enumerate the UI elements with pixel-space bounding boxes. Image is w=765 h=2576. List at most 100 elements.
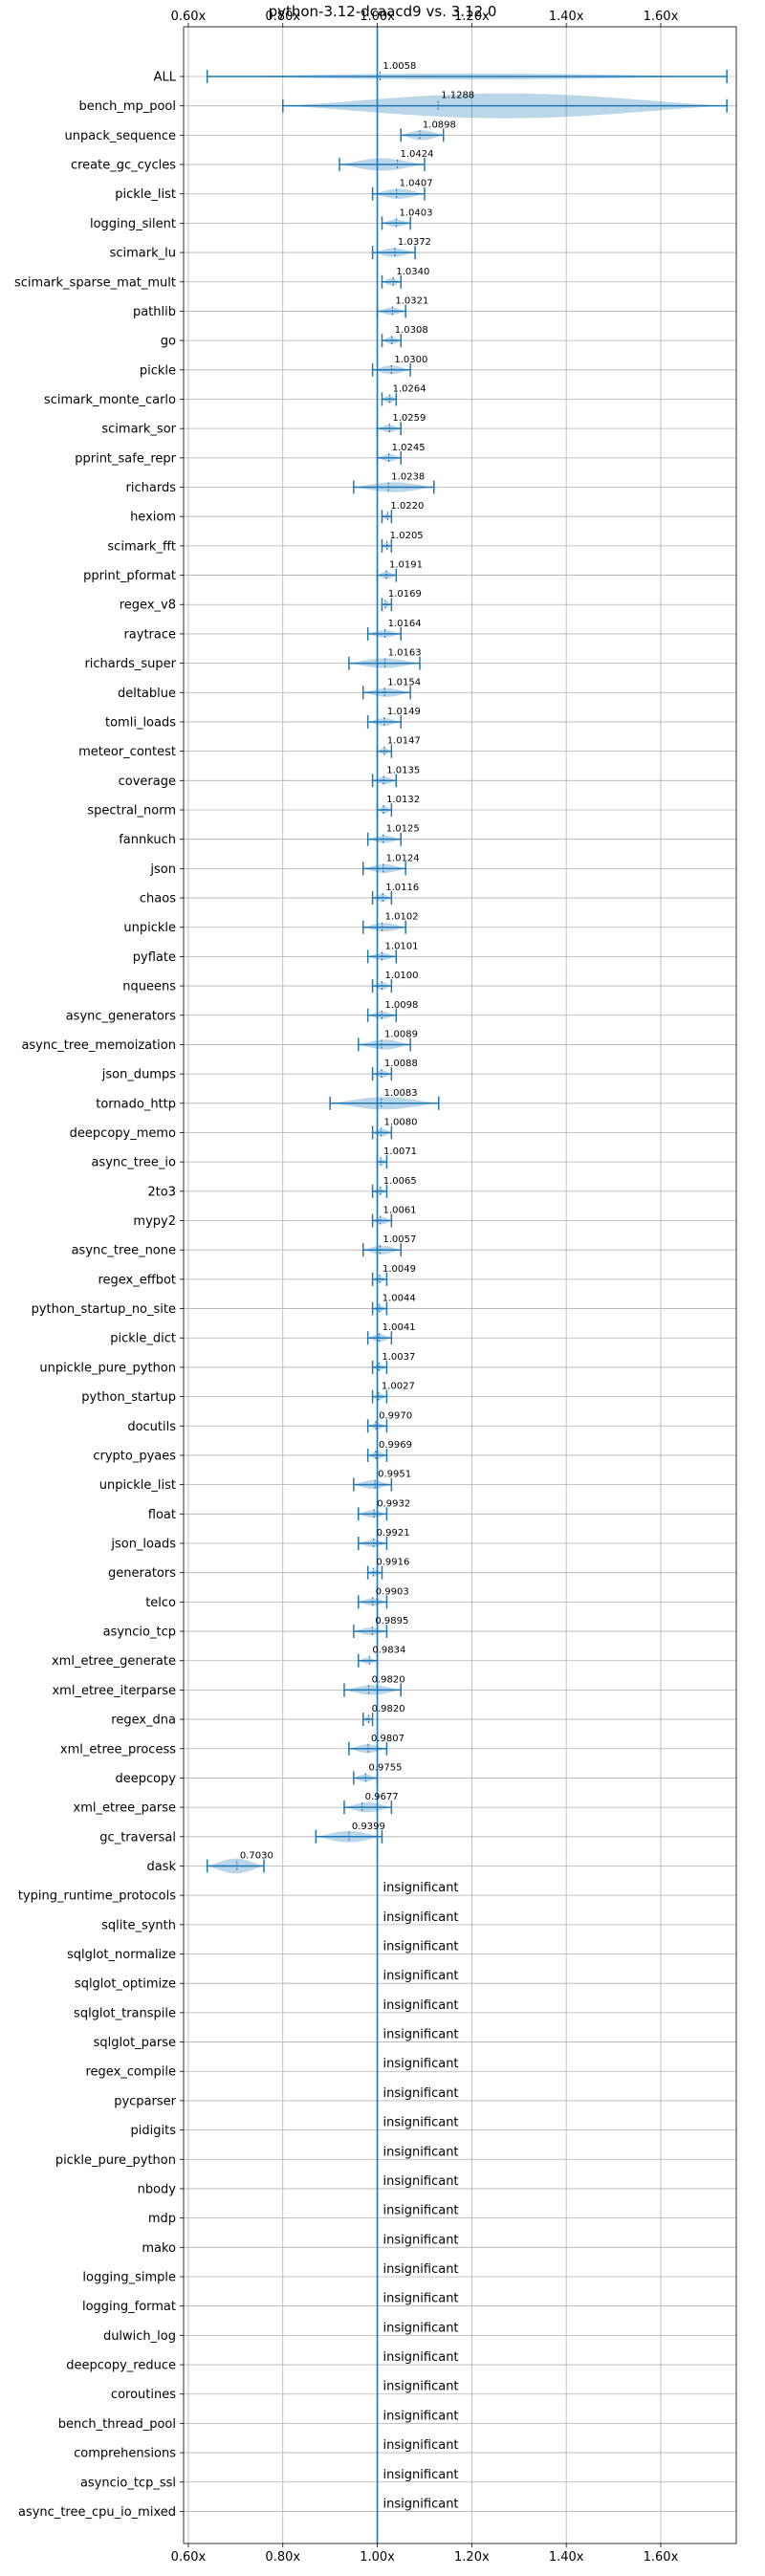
value-label: 1.0407 (400, 179, 433, 189)
insignificant-label: insignificant (383, 2468, 459, 2482)
value-label: 0.9970 (379, 1410, 412, 1421)
benchmark-label: pickle_list (115, 187, 176, 202)
benchmark-label: deltablue (118, 687, 176, 701)
value-label: 1.0098 (384, 1000, 418, 1011)
benchmark-label: async_tree_io (91, 1156, 176, 1170)
value-label: 1.0101 (385, 941, 419, 951)
benchmark-label: mako (142, 2241, 176, 2256)
value-label: 1.0163 (388, 648, 422, 659)
benchmark-label: asyncio_tcp (103, 1626, 176, 1640)
value-label: 0.9399 (352, 1822, 385, 1832)
value-label: 1.0071 (383, 1146, 417, 1157)
value-label: 1.0898 (423, 120, 456, 130)
benchmark-label: unpickle (123, 921, 176, 935)
benchmark-label: python_startup (81, 1390, 176, 1405)
benchmark-label: unpack_sequence (64, 129, 176, 143)
benchmark-label: coverage (119, 775, 176, 789)
benchmark-label: sqlglot_parse (94, 2036, 176, 2050)
marks-layer: 1.0058 1.1288 1.0898 1.0424 1.0407 1.0403 1.03… (206, 27, 728, 2543)
insignificant-label: insignificant (383, 1940, 459, 1954)
x-tick-label-bottom: 1.00x (360, 2550, 395, 2565)
benchmark-label: regex_compile (85, 2065, 176, 2080)
value-label: 1.0169 (388, 589, 422, 600)
x-tick-label-bottom: 0.80x (265, 2550, 300, 2565)
insignificant-label: insignificant (383, 2292, 459, 2306)
insignificant-label: insignificant (383, 2321, 459, 2335)
benchmark-label: scimark_monte_carlo (44, 393, 176, 407)
value-label: 1.0403 (399, 207, 432, 218)
value-label: 1.0321 (395, 295, 428, 306)
benchmark-label: gc_traversal (99, 1830, 176, 1845)
benchmark-label: logging_silent (90, 217, 176, 231)
benchmark-label: richards_super (84, 657, 176, 671)
value-label: 0.9903 (376, 1586, 409, 1597)
benchmark-label: hexiom (130, 511, 176, 525)
value-label: 0.9921 (377, 1528, 410, 1539)
benchmark-label: pprint_pformat (83, 569, 176, 583)
benchmark-label: pickle_dict (110, 1332, 176, 1346)
benchmark-label: dask (146, 1860, 176, 1874)
benchmark-label: scimark_sparse_mat_mult (14, 275, 176, 290)
benchmark-label: pidigits (131, 2124, 177, 2138)
insignificant-label: insignificant (383, 1910, 459, 1925)
value-label: 1.0116 (385, 883, 419, 893)
benchmark-label: python_startup_no_site (32, 1302, 176, 1317)
value-label: 1.0264 (393, 383, 426, 394)
value-label: 1.0259 (392, 413, 426, 424)
insignificant-label: insignificant (383, 2409, 459, 2423)
value-label: 0.7030 (240, 1850, 273, 1861)
benchmark-label: pprint_safe_repr (75, 451, 176, 466)
benchmark-label: crypto_pyaes (93, 1449, 176, 1463)
value-label: 1.0132 (386, 795, 420, 805)
benchmark-label: regex_effbot (98, 1273, 176, 1287)
value-label: 1.0308 (395, 325, 428, 336)
x-tick-label-bottom: 1.60x (644, 2550, 679, 2565)
value-label: 1.0340 (396, 267, 429, 277)
insignificant-label: insignificant (383, 2086, 459, 2101)
value-label: 0.9969 (379, 1440, 412, 1451)
value-label: 1.0065 (383, 1176, 417, 1187)
benchmark-label: pycparser (114, 2094, 176, 2108)
x-tick-label-bottom: 1.40x (549, 2550, 584, 2565)
value-label: 1.0088 (384, 1059, 418, 1069)
insignificant-label: insignificant (383, 1881, 459, 1895)
benchmark-label: telco (145, 1596, 176, 1610)
insignificant-label: insignificant (383, 2174, 459, 2189)
benchmark-label: mypy2 (133, 1214, 176, 1229)
value-label: 1.0300 (394, 355, 427, 365)
benchmark-label: sqlglot_transpile (74, 2006, 176, 2020)
value-label: 1.0027 (382, 1382, 415, 1392)
benchmark-label: unpickle_pure_python (39, 1361, 176, 1375)
value-label: 1.0037 (382, 1352, 415, 1363)
insignificant-label: insignificant (383, 2028, 459, 2042)
benchmark-label: pyflate (133, 950, 176, 965)
value-label: 1.0041 (382, 1322, 416, 1333)
benchmark-label: pickle (140, 363, 176, 378)
benchmark-label: 2to3 (147, 1185, 176, 1199)
chart-title: python-3.12-dcaacd9 vs. 3.12.0 (269, 3, 497, 20)
benchmark-label: bench_mp_pool (78, 99, 176, 114)
benchmark-label: logging_format (82, 2300, 176, 2314)
benchmark-label: nqueens (122, 980, 176, 994)
value-label: 0.9932 (377, 1498, 410, 1509)
value-label: 1.0083 (384, 1088, 418, 1099)
value-label: 1.0149 (387, 707, 421, 717)
value-label: 1.0245 (392, 443, 426, 453)
benchmark-label: deepcopy_reduce (66, 2359, 176, 2373)
benchmark-label: async_tree_memoization (21, 1038, 176, 1053)
benchmark-label: richards (126, 481, 177, 495)
benchmark-label: fannkuch (119, 833, 176, 847)
benchmark-label: logging_simple (82, 2271, 176, 2285)
value-label: 1.0102 (385, 912, 419, 923)
benchmark-label: chaos (140, 892, 176, 906)
value-label: 1.0238 (391, 472, 425, 483)
x-tick-label-bottom: 1.20x (454, 2550, 490, 2565)
benchmark-label: async_tree_none (72, 1244, 176, 1258)
value-label: 1.0124 (386, 853, 420, 863)
value-label: 1.0057 (382, 1234, 416, 1245)
value-label: 1.0058 (382, 61, 416, 72)
benchmark-label: generators (108, 1566, 176, 1581)
value-label: 1.0424 (400, 149, 433, 160)
benchmark-label: xml_etree_generate (52, 1654, 176, 1669)
